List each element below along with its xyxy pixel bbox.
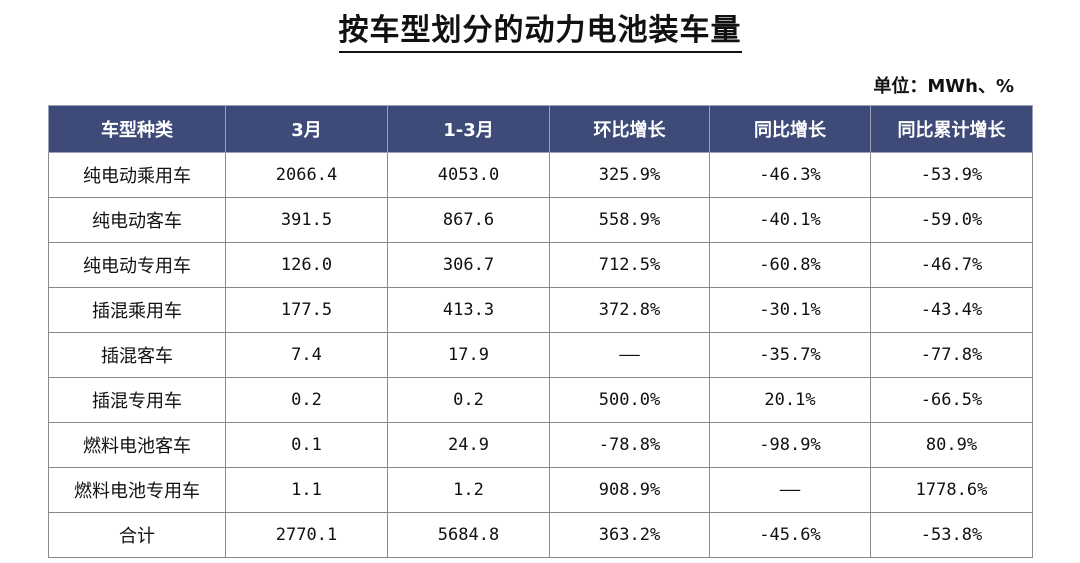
cell-jan-mar: 24.9 [387, 422, 550, 468]
cell-jan-mar: 306.7 [387, 242, 550, 288]
cell-march: 0.1 [225, 422, 388, 468]
unit-label: 单位：MWh、% [873, 76, 1014, 97]
cell-yoy-growth: -35.7% [709, 332, 871, 378]
table-row: 纯电动专用车 126.0 306.7 712.5% -60.8% -46.7% [48, 242, 1033, 288]
header-mom-growth: 环比增长 [549, 105, 710, 153]
table-row-total: 合计 2770.1 5684.8 363.2% -45.6% -53.8% [48, 512, 1033, 558]
table-row: 插混乘用车 177.5 413.3 372.8% -30.1% -43.4% [48, 287, 1033, 333]
cell-mom-growth: 325.9% [549, 152, 710, 198]
table-row: 插混专用车 0.2 0.2 500.0% 20.1% -66.5% [48, 377, 1033, 423]
cell-march: 2770.1 [225, 512, 388, 558]
cell-yoy-growth: 20.1% [709, 377, 871, 423]
cell-yoy-cumulative: -66.5% [870, 377, 1033, 423]
cell-yoy-cumulative: -43.4% [870, 287, 1033, 333]
cell-yoy-cumulative: -59.0% [870, 197, 1033, 243]
cell-yoy-growth: -98.9% [709, 422, 871, 468]
cell-mom-growth: 372.8% [549, 287, 710, 333]
cell-yoy-growth: -40.1% [709, 197, 871, 243]
header-yoy-growth: 同比增长 [709, 105, 871, 153]
cell-yoy-cumulative: -53.8% [870, 512, 1033, 558]
cell-yoy-cumulative: 1778.6% [870, 467, 1033, 513]
cell-vehicle-type: 燃料电池客车 [48, 422, 226, 468]
cell-jan-mar: 4053.0 [387, 152, 550, 198]
cell-mom-growth: -78.8% [549, 422, 710, 468]
cell-yoy-cumulative: -46.7% [870, 242, 1033, 288]
table-row: 纯电动客车 391.5 867.6 558.9% -40.1% -59.0% [48, 197, 1033, 243]
header-yoy-cumulative-growth: 同比累计增长 [870, 105, 1033, 153]
cell-jan-mar: 413.3 [387, 287, 550, 333]
cell-jan-mar: 867.6 [387, 197, 550, 243]
cell-mom-growth: 908.9% [549, 467, 710, 513]
cell-march: 391.5 [225, 197, 388, 243]
cell-march: 177.5 [225, 287, 388, 333]
battery-installation-table: 车型种类 3月 1-3月 环比增长 同比增长 同比累计增长 纯电动乘用车 206… [48, 105, 1033, 558]
table-row: 燃料电池专用车 1.1 1.2 908.9% —— 1778.6% [48, 467, 1033, 513]
cell-vehicle-type: 纯电动客车 [48, 197, 226, 243]
cell-march: 0.2 [225, 377, 388, 423]
cell-yoy-growth: -60.8% [709, 242, 871, 288]
header-march: 3月 [225, 105, 388, 153]
cell-mom-growth: —— [549, 332, 710, 378]
header-jan-mar: 1-3月 [387, 105, 550, 153]
page-title-text: 按车型划分的动力电池装车量 [338, 12, 742, 53]
cell-yoy-growth: -30.1% [709, 287, 871, 333]
cell-jan-mar: 5684.8 [387, 512, 550, 558]
cell-mom-growth: 363.2% [549, 512, 710, 558]
cell-vehicle-type: 燃料电池专用车 [48, 467, 226, 513]
cell-mom-growth: 712.5% [549, 242, 710, 288]
cell-jan-mar: 1.2 [387, 467, 550, 513]
cell-yoy-growth: —— [709, 467, 871, 513]
cell-march: 126.0 [225, 242, 388, 288]
page-title: 按车型划分的动力电池装车量 [0, 12, 1080, 53]
cell-jan-mar: 0.2 [387, 377, 550, 423]
cell-yoy-growth: -45.6% [709, 512, 871, 558]
cell-yoy-growth: -46.3% [709, 152, 871, 198]
cell-vehicle-type: 插混乘用车 [48, 287, 226, 333]
cell-yoy-cumulative: -53.9% [870, 152, 1033, 198]
table-header-row: 车型种类 3月 1-3月 环比增长 同比增长 同比累计增长 [48, 105, 1033, 153]
cell-vehicle-type: 插混专用车 [48, 377, 226, 423]
cell-jan-mar: 17.9 [387, 332, 550, 378]
table-row: 插混客车 7.4 17.9 —— -35.7% -77.8% [48, 332, 1033, 378]
table-row: 燃料电池客车 0.1 24.9 -78.8% -98.9% 80.9% [48, 422, 1033, 468]
cell-mom-growth: 500.0% [549, 377, 710, 423]
table-row: 纯电动乘用车 2066.4 4053.0 325.9% -46.3% -53.9… [48, 152, 1033, 198]
cell-march: 2066.4 [225, 152, 388, 198]
cell-vehicle-type: 合计 [48, 512, 226, 558]
cell-mom-growth: 558.9% [549, 197, 710, 243]
header-vehicle-type: 车型种类 [48, 105, 226, 153]
cell-vehicle-type: 纯电动专用车 [48, 242, 226, 288]
cell-march: 7.4 [225, 332, 388, 378]
cell-yoy-cumulative: -77.8% [870, 332, 1033, 378]
cell-yoy-cumulative: 80.9% [870, 422, 1033, 468]
cell-march: 1.1 [225, 467, 388, 513]
cell-vehicle-type: 插混客车 [48, 332, 226, 378]
cell-vehicle-type: 纯电动乘用车 [48, 152, 226, 198]
